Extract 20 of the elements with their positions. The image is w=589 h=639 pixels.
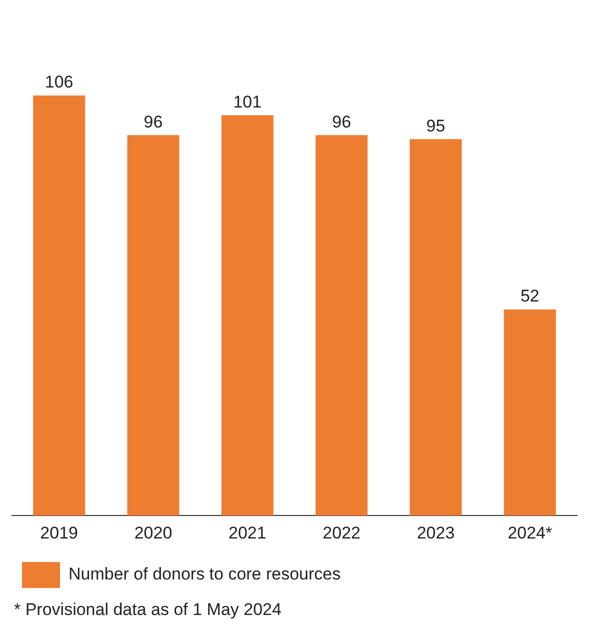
legend-label: Number of donors to core resources bbox=[68, 564, 341, 584]
bar bbox=[127, 135, 180, 516]
x-tick-label: 2024* bbox=[508, 523, 553, 542]
data-label: 52 bbox=[520, 286, 540, 306]
data-label: 106 bbox=[44, 72, 74, 92]
data-label: 101 bbox=[233, 92, 262, 112]
bar bbox=[410, 139, 462, 516]
x-tick-label: 2023 bbox=[416, 523, 455, 542]
bar bbox=[221, 115, 274, 516]
bar bbox=[33, 95, 86, 516]
x-tick-label: 2019 bbox=[40, 523, 78, 542]
x-tick-label: 2021 bbox=[228, 523, 266, 542]
bar bbox=[316, 135, 368, 516]
data-label: 96 bbox=[144, 112, 163, 132]
data-label: 96 bbox=[332, 112, 352, 132]
text: * Provisional data as of 1 May 2024 bbox=[14, 600, 282, 620]
bar bbox=[504, 310, 556, 516]
x-tick-label: 2022 bbox=[322, 523, 360, 542]
x-tick-label: 2020 bbox=[134, 523, 172, 542]
data-label: 95 bbox=[426, 116, 446, 136]
